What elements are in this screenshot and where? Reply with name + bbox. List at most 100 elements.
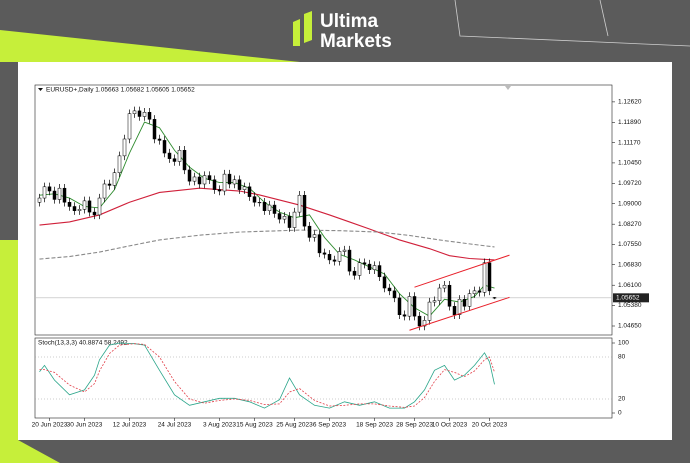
y-tick-label: 1.06830 (618, 261, 642, 268)
candle-body (462, 299, 467, 307)
candle-body (322, 252, 327, 255)
candle-body (302, 194, 307, 227)
candle-body (37, 197, 42, 203)
candle-body (367, 263, 372, 271)
y-tick-label: 1.04650 (618, 323, 642, 330)
logo-bar (293, 19, 300, 46)
y-tick-label: 100 (618, 340, 629, 347)
candle-body (117, 155, 122, 173)
y-tick-label: 1.06100 (618, 282, 642, 289)
candle-body (82, 200, 87, 210)
candle-body (67, 202, 72, 207)
y-tick-label: 1.09720 (618, 180, 642, 187)
candle-body (382, 276, 387, 289)
accent-band (0, 240, 60, 463)
x-tick-label: 25 Aug 2023 (276, 422, 313, 429)
menu-triangle (38, 88, 43, 91)
candle-body (392, 290, 397, 299)
candle-body (182, 149, 187, 171)
x-tick-label: 24 Jul 2023 (158, 422, 192, 429)
y-tick-label: 1.05380 (618, 302, 642, 309)
candle-body (122, 138, 127, 157)
y-tick-label: 20 (618, 396, 626, 403)
candle-body (147, 112, 152, 120)
x-tick-label: 28 Sep 2023 (396, 422, 433, 429)
candle-body (262, 202, 267, 211)
candle-body (57, 187, 62, 200)
candle-body (192, 176, 197, 182)
candle-body (417, 315, 422, 327)
candle-body (222, 173, 227, 192)
candle-body (252, 196, 257, 203)
decor-line (599, 0, 609, 37)
x-tick-label: 15 Aug 2023 (236, 422, 273, 429)
candle-body (247, 186, 252, 197)
candle-body (427, 301, 432, 321)
candle-body (177, 149, 182, 162)
x-tick-label: 20 Jun 2023 (32, 422, 68, 429)
candle-body (332, 259, 337, 262)
chart-title: EURUSD+,Daily 1.05663 1.05682 1.05605 1.… (46, 87, 195, 94)
candle-body (432, 300, 437, 303)
candle-body (157, 138, 162, 141)
candle-body (422, 320, 427, 327)
logo: Ultima Markets (293, 11, 392, 52)
candle-body (347, 249, 352, 272)
candle-body (272, 204, 277, 214)
candle-body (97, 197, 102, 216)
stoch-line (39, 343, 495, 408)
x-tick-label: 12 Jul 2023 (113, 422, 147, 429)
accent-band (0, 30, 300, 62)
decor-line (454, 0, 690, 47)
indicator-line (39, 121, 495, 317)
candle-body (287, 216, 292, 228)
candle-body (362, 262, 367, 265)
candle-body (172, 158, 177, 162)
shift-marker (505, 86, 511, 90)
candle-body (277, 213, 282, 220)
candle-body (162, 140, 167, 154)
candle-body (267, 204, 272, 211)
candle-body (477, 290, 482, 293)
candle-body (307, 225, 312, 238)
candle-body (212, 179, 217, 190)
trend-line (409, 296, 510, 331)
candle-body (472, 290, 477, 294)
candle-body (137, 110, 142, 117)
candle-body (167, 152, 172, 159)
candle-body (452, 306, 457, 316)
candle-body (372, 265, 377, 271)
stoch-line (39, 342, 495, 409)
candle-body (407, 296, 412, 317)
x-tick-label: 18 Sep 2023 (356, 422, 393, 429)
candle-body (467, 293, 472, 307)
x-tick-label: 10 Oct 2023 (432, 422, 468, 429)
y-tick-label: 1.09000 (618, 200, 642, 207)
y-tick-label: 0 (618, 410, 622, 417)
x-tick-label: 20 Oct 2023 (472, 422, 508, 429)
candle-body (412, 296, 417, 317)
candle-body (282, 216, 287, 220)
candle-body (482, 262, 487, 293)
candle-body (127, 113, 132, 140)
candle-body (77, 209, 82, 211)
candle-body (142, 112, 147, 117)
candle-body (62, 187, 67, 203)
y-tick-label: 1.11170 (618, 139, 641, 146)
candle-body (292, 211, 297, 228)
candle-body (72, 206, 77, 211)
candle-body (107, 183, 112, 186)
candle-body (402, 314, 407, 317)
current-price-box (613, 293, 649, 303)
candle-body (337, 251, 342, 262)
candle-body (42, 186, 47, 199)
brand-line1: Ultima (320, 11, 379, 32)
candle-body (437, 287, 442, 301)
price-frame (34, 84, 613, 336)
candle-body (102, 183, 107, 199)
y-tick-label: 1.11890 (618, 119, 641, 126)
candle-body (207, 175, 212, 181)
y-tick-label: 1.12620 (618, 99, 642, 106)
candle-body (237, 179, 242, 190)
